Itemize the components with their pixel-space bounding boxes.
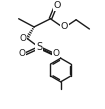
Text: O: O — [53, 1, 61, 10]
Text: S: S — [36, 43, 42, 52]
Text: O: O — [61, 22, 68, 31]
Text: O: O — [20, 34, 27, 43]
Text: O: O — [19, 49, 26, 58]
Text: O: O — [53, 49, 60, 58]
